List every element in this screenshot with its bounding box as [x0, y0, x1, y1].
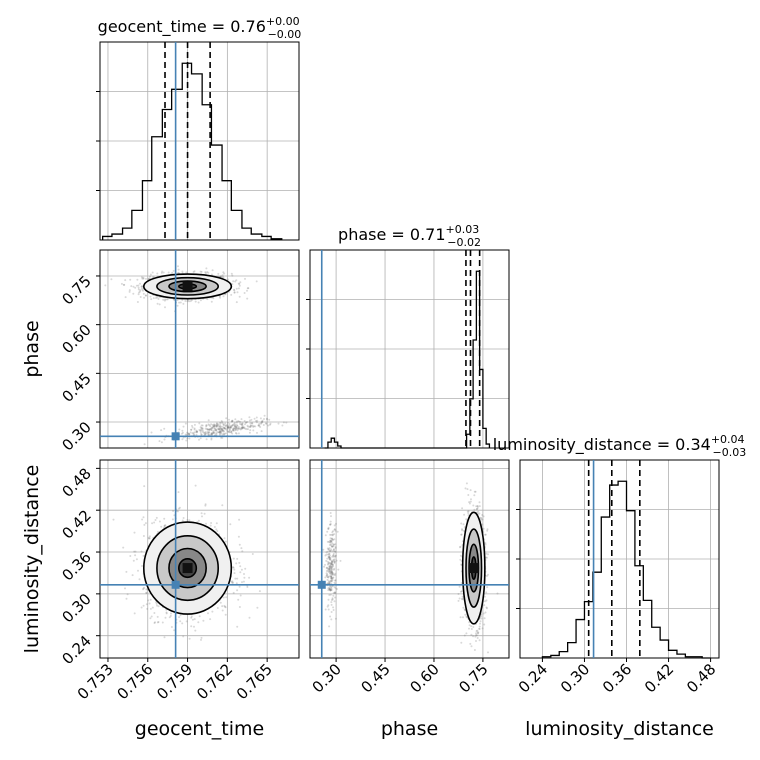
contour-line [178, 558, 198, 579]
histogram-panel-geocent_time: geocent_time = 0.76+0.00 −0.00 [96, 15, 302, 241]
x-tick-label-luminosity_distance: 0.24 [515, 660, 551, 696]
x-tick-label-geocent_time: 0.756 [113, 660, 156, 703]
panel-frame [309, 459, 510, 659]
contour-line [156, 535, 220, 602]
title-sub: −0.03 [713, 446, 747, 459]
scatter-panel-geocent_time-phase [99, 249, 300, 449]
title-phase: phase = 0.71+0.03 −0.02 [338, 223, 481, 249]
title-sub: −0.02 [447, 236, 481, 249]
y-tick-label-phase: 0.75 [58, 272, 94, 308]
contour-line [168, 547, 207, 589]
x-axis-label-phase: phase [381, 718, 438, 740]
y-tick-label-phase: 0.45 [58, 369, 94, 405]
x-tick-label-luminosity_distance: 0.42 [641, 660, 677, 696]
x-tick-label-phase: 0.75 [455, 660, 491, 696]
truth-point [317, 580, 326, 589]
title-sub: −0.00 [268, 28, 302, 41]
histogram-panel-luminosity_distance: luminosity_distance = 0.34+0.04 −0.03 [493, 433, 747, 659]
title-luminosity_distance: luminosity_distance = 0.34+0.04 −0.03 [493, 433, 747, 459]
scatter-panel-phase-luminosity_distance [309, 459, 510, 659]
histogram-geocent_time [102, 62, 283, 240]
scatter-points [100, 250, 299, 448]
density-peak [182, 281, 193, 292]
x-tick-label-luminosity_distance: 0.36 [599, 660, 635, 696]
y-tick-label-phase: 0.30 [58, 418, 94, 454]
title-sup: +0.00 [266, 15, 300, 28]
truth-point [171, 432, 180, 441]
y-tick-label-luminosity_distance: 0.30 [58, 590, 94, 626]
x-tick-label-phase: 0.60 [406, 660, 442, 696]
x-tick-label-luminosity_distance: 0.48 [683, 660, 719, 696]
title-main: geocent_time = 0.76 [98, 17, 266, 37]
density-peak [182, 563, 193, 574]
title-main: phase = 0.71 [338, 225, 445, 244]
x-tick-label-phase: 0.30 [309, 660, 345, 696]
panel-frame [99, 459, 300, 659]
contour-line [142, 521, 233, 615]
contour-line [142, 273, 233, 300]
histogram-phase [324, 270, 491, 449]
y-axis-label-luminosity_distance: luminosity_distance [21, 465, 43, 654]
contour-line [156, 276, 220, 296]
x-tick-label-geocent_time: 0.762 [193, 660, 236, 703]
title-main: luminosity_distance = 0.34 [493, 435, 711, 455]
histogram-panel-phase: phase = 0.71+0.03 −0.02 [306, 223, 510, 449]
x-tick-label-luminosity_distance: 0.30 [557, 660, 593, 696]
x-axis-label-luminosity_distance: luminosity_distance [525, 718, 714, 740]
y-tick-label-luminosity_distance: 0.36 [58, 548, 94, 584]
y-axis-label-phase: phase [21, 320, 43, 377]
title-geocent_time: geocent_time = 0.76+0.00 −0.00 [98, 15, 302, 41]
scatter-points [100, 460, 299, 658]
y-tick-label-luminosity_distance: 0.48 [58, 464, 94, 500]
x-tick-label-geocent_time: 0.753 [74, 660, 117, 703]
title-sup: +0.04 [711, 433, 745, 446]
scatter-panel-geocent_time-luminosity_distance [99, 459, 300, 659]
scatter-points [310, 460, 509, 658]
y-tick-label-phase: 0.60 [58, 321, 94, 357]
density-peak [468, 563, 479, 574]
truth-point [171, 580, 180, 589]
contour-line [461, 511, 486, 625]
histogram-luminosity_distance [541, 480, 711, 659]
panel-frame [99, 249, 300, 449]
contour-line [168, 280, 207, 293]
title-sup: +0.03 [446, 223, 480, 236]
y-tick-label-luminosity_distance: 0.24 [58, 632, 94, 668]
y-tick-label-luminosity_distance: 0.42 [58, 506, 94, 542]
x-tick-label-phase: 0.45 [358, 660, 394, 696]
contour-line [465, 528, 483, 608]
x-tick-label-geocent_time: 0.765 [233, 660, 276, 703]
x-tick-label-geocent_time: 0.759 [153, 660, 196, 703]
x-axis-label-geocent_time: geocent_time [135, 718, 264, 740]
